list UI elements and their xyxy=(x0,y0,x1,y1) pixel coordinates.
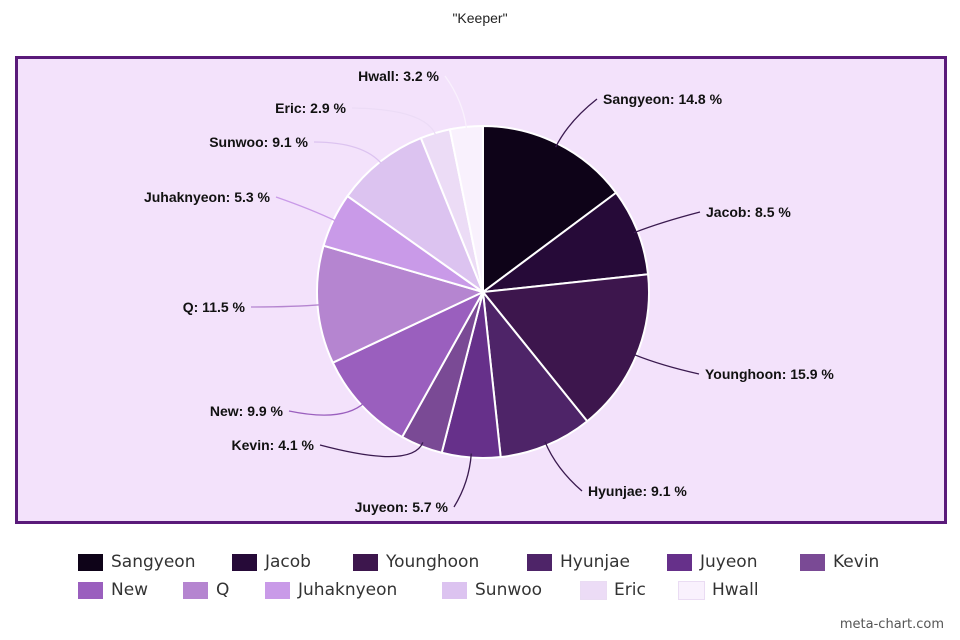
legend-label: Sangyeon xyxy=(111,552,196,572)
leader-line-younghoon xyxy=(632,353,700,375)
data-label-q: Q: 11.5 % xyxy=(183,299,246,315)
legend-item-kevin[interactable]: Kevin xyxy=(800,551,879,573)
watermark: meta-chart.com xyxy=(839,617,944,632)
legend-label: Juhaknyeon xyxy=(298,580,398,600)
leader-line-hyunjae xyxy=(544,441,583,492)
chart-title: "Keeper" xyxy=(452,10,508,26)
plot-area: Sangyeon: 14.8 % Jacob: 8.5 % Younghoon: 1… xyxy=(15,56,947,524)
legend-swatch xyxy=(527,553,552,571)
legend-label: Eric xyxy=(614,580,646,600)
leader-line-hwall xyxy=(444,75,468,131)
leader-line-sunwoo xyxy=(313,141,384,166)
data-label-kevin: Kevin: 4.1 % xyxy=(232,437,315,453)
data-label-hwall: Hwall: 3.2 % xyxy=(358,68,439,84)
legend-swatch xyxy=(78,581,103,599)
legend-item-new[interactable]: New xyxy=(78,579,148,601)
legend-swatch xyxy=(442,581,467,599)
legend-label: Younghoon xyxy=(386,552,480,572)
data-label-juyeon: Juyeon: 5.7 % xyxy=(355,499,449,515)
legend-swatch xyxy=(800,553,825,571)
leader-line-sangyeon xyxy=(555,98,598,148)
legend-swatch xyxy=(353,553,378,571)
legend-label: Hyunjae xyxy=(560,552,630,572)
data-label-sunwoo: Sunwoo: 9.1 % xyxy=(209,134,308,150)
data-label-jacob: Jacob: 8.5 % xyxy=(706,204,791,220)
data-label-eric: Eric: 2.9 % xyxy=(275,100,346,116)
data-label-juhaknyeon: Juhaknyeon: 5.3 % xyxy=(144,189,271,205)
data-label-younghoon: Younghoon: 15.9 % xyxy=(705,366,834,382)
leader-line-q xyxy=(250,304,322,308)
legend-label: New xyxy=(111,580,149,600)
leader-line-juhaknyeon xyxy=(275,196,338,223)
leader-line-kevin xyxy=(319,442,424,458)
legend-swatch xyxy=(183,581,208,599)
legend-item-sangyeon[interactable]: Sangyeon xyxy=(78,551,195,573)
data-label-hyunjae: Hyunjae: 9.1 % xyxy=(588,483,687,499)
legend-item-hyunjae[interactable]: Hyunjae xyxy=(527,551,630,573)
legend-item-q[interactable]: Q xyxy=(183,579,229,601)
legend-swatch xyxy=(265,581,290,599)
legend-item-juhaknyeon[interactable]: Juhaknyeon xyxy=(265,579,397,601)
legend-label: Sunwoo xyxy=(475,580,543,600)
pie-chart: Sangyeon: 14.8 % Jacob: 8.5 % Younghoon: 1… xyxy=(144,68,834,515)
legend-label: Juyeon xyxy=(700,552,758,572)
legend-item-juyeon[interactable]: Juyeon xyxy=(667,551,757,573)
legend-swatch xyxy=(678,580,705,600)
legend-swatch xyxy=(78,553,103,571)
legend-item-eric[interactable]: Eric xyxy=(580,579,646,601)
leader-line-new xyxy=(288,402,366,416)
leader-line-jacob xyxy=(633,211,701,234)
legend-swatch xyxy=(580,580,607,600)
legend-item-younghoon[interactable]: Younghoon xyxy=(353,551,479,573)
leader-line-eric xyxy=(351,107,437,138)
legend-label: Hwall xyxy=(712,580,759,600)
legend-swatch xyxy=(232,553,257,571)
data-label-new: New: 9.9 % xyxy=(210,403,284,419)
leader-line-juyeon xyxy=(453,453,472,508)
legend-label: Kevin xyxy=(833,552,880,572)
legend-label: Q xyxy=(216,580,230,600)
legend-item-jacob[interactable]: Jacob xyxy=(232,551,311,573)
legend-label: Jacob xyxy=(265,552,311,572)
legend-swatch xyxy=(667,553,692,571)
legend-item-sunwoo[interactable]: Sunwoo xyxy=(442,579,542,601)
data-label-sangyeon: Sangyeon: 14.8 % xyxy=(603,91,723,107)
legend-item-hwall[interactable]: Hwall xyxy=(678,579,759,601)
